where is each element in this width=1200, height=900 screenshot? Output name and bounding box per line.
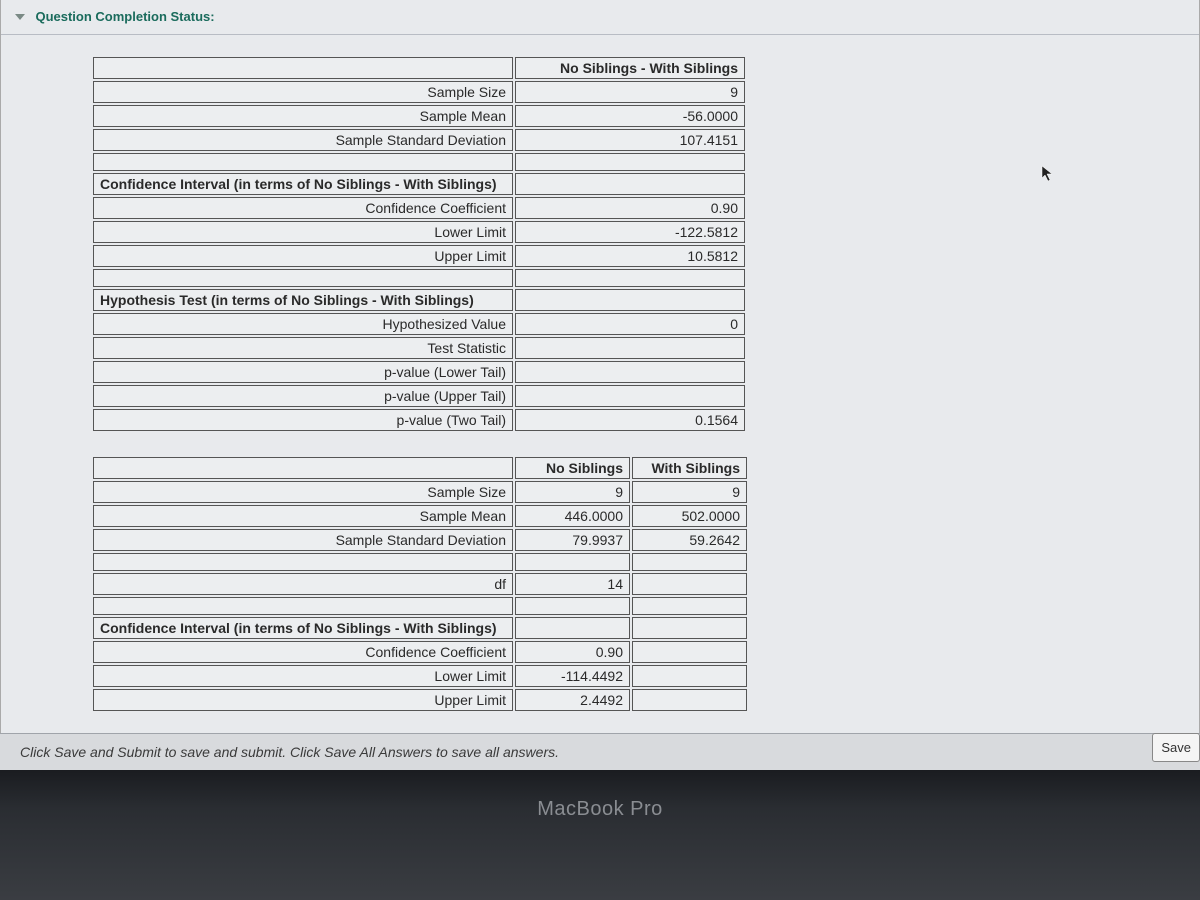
table-row: Sample Size 9 9 [93, 481, 747, 503]
stats-table-paired: No Siblings - With Siblings Sample Size … [91, 55, 747, 433]
section-ci: Confidence Interval (in terms of No Sibl… [93, 173, 513, 195]
value-nosib-size: 9 [515, 481, 630, 503]
table-row: Lower Limit -122.5812 [93, 221, 745, 243]
value-p-lower [515, 361, 745, 383]
value-withsib-sd: 59.2642 [632, 529, 747, 551]
value-df: 14 [515, 573, 630, 595]
label-hyp-value: Hypothesized Value [93, 313, 513, 335]
table-row: Lower Limit -114.4492 [93, 665, 747, 687]
section-ci2: Confidence Interval (in terms of No Sibl… [93, 617, 513, 639]
device-bezel: MacBook Pro [0, 770, 1200, 900]
table-row: Sample Standard Deviation 107.4151 [93, 129, 745, 151]
col-header-withsib: With Siblings [632, 457, 747, 479]
table-row: p-value (Two Tail) 0.1564 [93, 409, 745, 431]
label-p-two: p-value (Two Tail) [93, 409, 513, 431]
section-ht: Hypothesis Test (in terms of No Siblings… [93, 289, 513, 311]
stats-table-twosample: No Siblings With Siblings Sample Size 9 … [91, 455, 749, 713]
value-ci-lower: -122.5812 [515, 221, 745, 243]
label-ci-lower: Lower Limit [93, 221, 513, 243]
value-hyp-value: 0 [515, 313, 745, 335]
value-sample-mean: -56.0000 [515, 105, 745, 127]
table-row: Upper Limit 10.5812 [93, 245, 745, 267]
table-row [93, 153, 745, 171]
device-label: MacBook Pro [537, 798, 663, 821]
label-sample-size2: Sample Size [93, 481, 513, 503]
table-row: No Siblings - With Siblings [93, 57, 745, 79]
value-withsib-mean: 502.0000 [632, 505, 747, 527]
value-nosib-sd: 79.9937 [515, 529, 630, 551]
status-label: Question Completion Status: [35, 9, 214, 24]
label-df: df [93, 573, 513, 595]
table-row: Sample Size 9 [93, 81, 745, 103]
table-row: p-value (Upper Tail) [93, 385, 745, 407]
value-ci-upper2: 2.4492 [515, 689, 630, 711]
table-row: Sample Standard Deviation 79.9937 59.264… [93, 529, 747, 551]
value-withsib-size: 9 [632, 481, 747, 503]
label-ci-coef2: Confidence Coefficient [93, 641, 513, 663]
table-row: Confidence Coefficient 0.90 [93, 197, 745, 219]
footer-instruction: Click Save and Submit to save and submit… [20, 744, 559, 760]
label-sample-mean2: Sample Mean [93, 505, 513, 527]
value-ci-coef: 0.90 [515, 197, 745, 219]
label-sample-sd: Sample Standard Deviation [93, 129, 513, 151]
table-row: df 14 [93, 573, 747, 595]
table-row [93, 597, 747, 615]
label-sample-size: Sample Size [93, 81, 513, 103]
table-row: Confidence Interval (in terms of No Sibl… [93, 617, 747, 639]
table-row: p-value (Lower Tail) [93, 361, 745, 383]
value-test-stat [515, 337, 745, 359]
value-ci-lower2: -114.4492 [515, 665, 630, 687]
value-sample-size: 9 [515, 81, 745, 103]
label-ci-lower2: Lower Limit [93, 665, 513, 687]
label-ci-upper: Upper Limit [93, 245, 513, 267]
table-row: Test Statistic [93, 337, 745, 359]
label-p-lower: p-value (Lower Tail) [93, 361, 513, 383]
save-button[interactable]: Save [1152, 733, 1200, 762]
col-header-diff: No Siblings - With Siblings [515, 57, 745, 79]
table-row [93, 269, 745, 287]
table-row: Hypothesis Test (in terms of No Siblings… [93, 289, 745, 311]
table-row: Upper Limit 2.4492 [93, 689, 747, 711]
chevron-down-icon[interactable] [15, 14, 25, 20]
value-ci-upper: 10.5812 [515, 245, 745, 267]
label-sample-mean: Sample Mean [93, 105, 513, 127]
table-row [93, 553, 747, 571]
col-header-nosib: No Siblings [515, 457, 630, 479]
table-row: Sample Mean 446.0000 502.0000 [93, 505, 747, 527]
label-test-stat: Test Statistic [93, 337, 513, 359]
label-ci-upper2: Upper Limit [93, 689, 513, 711]
label-sample-sd2: Sample Standard Deviation [93, 529, 513, 551]
table-row: No Siblings With Siblings [93, 457, 747, 479]
page-container: Question Completion Status: No Siblings … [0, 0, 1200, 770]
status-header: Question Completion Status: [1, 0, 1199, 35]
table-row: Hypothesized Value 0 [93, 313, 745, 335]
value-sample-sd: 107.4151 [515, 129, 745, 151]
table-row: Confidence Coefficient 0.90 [93, 641, 747, 663]
label-ci-coef: Confidence Coefficient [93, 197, 513, 219]
content-area: No Siblings - With Siblings Sample Size … [1, 35, 1199, 745]
value-p-two: 0.1564 [515, 409, 745, 431]
value-nosib-mean: 446.0000 [515, 505, 630, 527]
value-p-upper [515, 385, 745, 407]
table-row: Confidence Interval (in terms of No Sibl… [93, 173, 745, 195]
label-p-upper: p-value (Upper Tail) [93, 385, 513, 407]
footer-bar: Click Save and Submit to save and submit… [0, 733, 1200, 770]
table-row: Sample Mean -56.0000 [93, 105, 745, 127]
value-ci-coef2: 0.90 [515, 641, 630, 663]
